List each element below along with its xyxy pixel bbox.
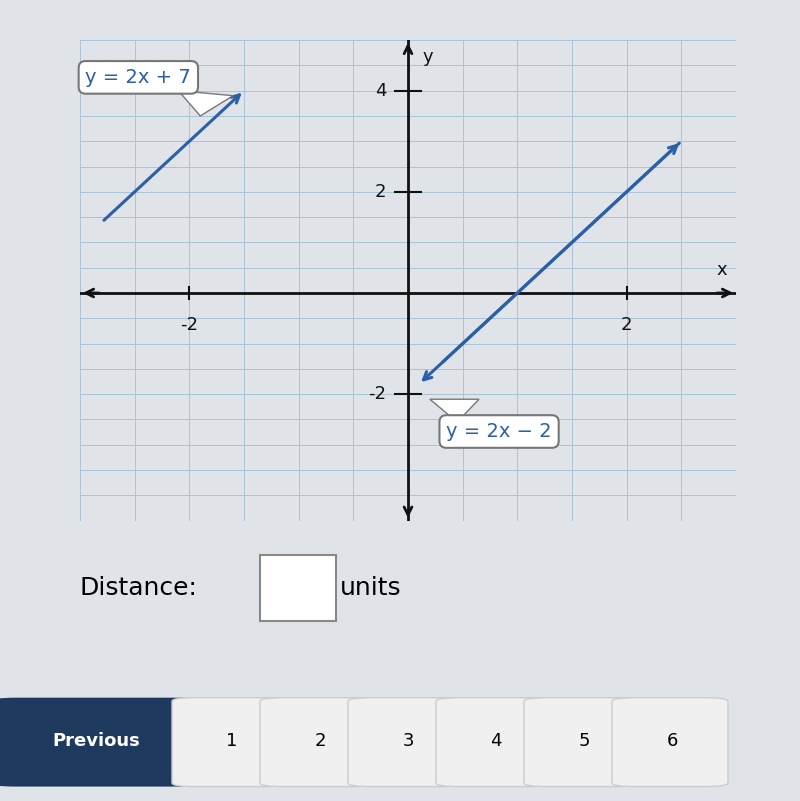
Text: 6: 6 (666, 732, 678, 750)
Text: y: y (422, 47, 433, 66)
FancyBboxPatch shape (612, 698, 728, 787)
Text: 2: 2 (374, 183, 386, 201)
Text: x: x (717, 261, 727, 279)
FancyBboxPatch shape (172, 698, 288, 787)
Text: 5: 5 (578, 732, 590, 750)
Polygon shape (178, 91, 233, 116)
FancyBboxPatch shape (260, 698, 376, 787)
Text: -2: -2 (368, 385, 386, 403)
FancyBboxPatch shape (260, 554, 336, 622)
Polygon shape (430, 399, 479, 422)
FancyBboxPatch shape (348, 698, 464, 787)
Text: 3: 3 (402, 732, 414, 750)
Text: y = 2x − 2: y = 2x − 2 (446, 422, 552, 441)
Text: Previous: Previous (52, 732, 140, 750)
Text: 2: 2 (314, 732, 326, 750)
FancyBboxPatch shape (524, 698, 640, 787)
FancyBboxPatch shape (0, 698, 200, 787)
Text: units: units (340, 576, 402, 600)
Text: 2: 2 (621, 316, 633, 334)
Text: 4: 4 (490, 732, 502, 750)
Text: Distance:: Distance: (80, 576, 198, 600)
Text: 4: 4 (374, 82, 386, 99)
Text: y = 2x + 7: y = 2x + 7 (86, 68, 191, 87)
FancyBboxPatch shape (436, 698, 552, 787)
Text: 1: 1 (226, 732, 238, 750)
Text: -2: -2 (180, 316, 198, 334)
